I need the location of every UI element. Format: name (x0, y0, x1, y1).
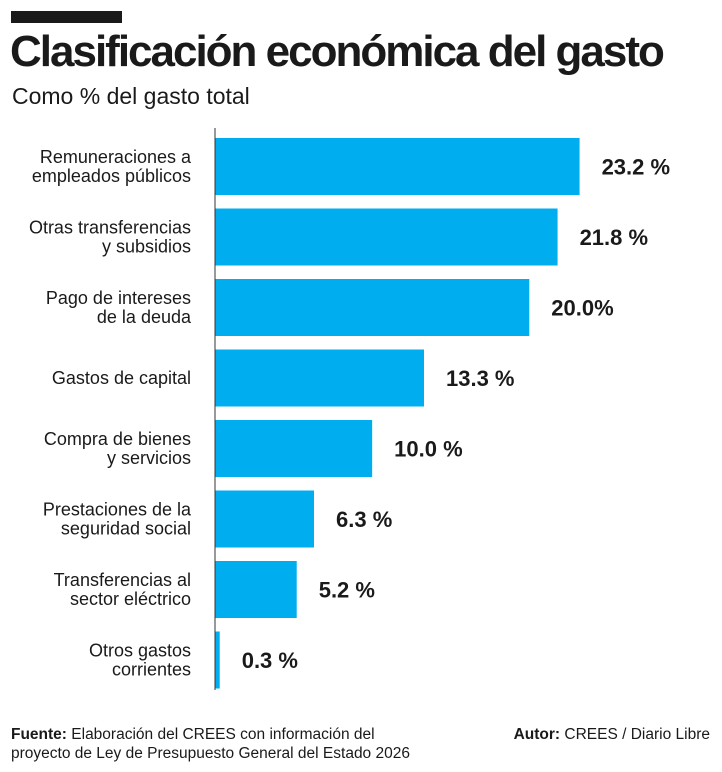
bar-7 (215, 631, 220, 689)
bar-1 (215, 208, 558, 266)
category-label-4: Compra de bienes y servicios (44, 429, 191, 468)
value-label-1: 21.8 % (580, 225, 649, 250)
source-text-line2: proyecto de Ley de Presupuesto General d… (11, 745, 410, 762)
title-accent-bar (11, 11, 122, 23)
value-label-2: 20.0% (551, 296, 613, 321)
bar-4 (215, 420, 373, 477)
value-label-0: 23.2 % (602, 155, 671, 180)
category-label-0: Remuneraciones a empleados públicos (32, 147, 192, 186)
value-label-7: 0.3 % (242, 648, 298, 673)
category-label-3: Gastos de capital (52, 368, 191, 388)
bar-0 (215, 138, 580, 195)
category-label-6: Transferencias al sector eléctrico (54, 570, 191, 609)
value-label-5: 6.3 % (336, 507, 392, 532)
bar-5 (215, 490, 314, 548)
category-label-2: Pago de intereses de la deuda (46, 288, 192, 327)
source-note: Fuente: Elaboración del CREES con inform… (11, 725, 451, 763)
chart-subtitle: Como % del gasto total (12, 83, 250, 109)
category-label-5: Prestaciones de la seguridad social (43, 500, 192, 539)
category-label-7: Otros gastos corrientes (89, 641, 191, 680)
chart-title: Clasificación económica del gasto (10, 27, 665, 76)
source-text-line1: Elaboración del CREES con información de… (71, 726, 375, 743)
value-label-3: 13.3 % (446, 366, 515, 391)
source-label: Fuente: (11, 726, 67, 743)
category-label-1: Otras transferencias y subsidios (29, 218, 191, 257)
bar-6 (215, 561, 297, 618)
value-label-6: 5.2 % (319, 578, 375, 603)
value-label-4: 10.0 % (394, 437, 463, 462)
bar-3 (215, 349, 424, 407)
bars-layer: 23.2 % Remuneraciones a empleados públicos… (29, 128, 670, 690)
author-label: Autor: (513, 726, 561, 743)
author-text: CREES / Diario Libre (564, 726, 710, 743)
author-note: Autor: CREES / Diario Libre (514, 725, 710, 744)
bar-2 (215, 279, 530, 336)
